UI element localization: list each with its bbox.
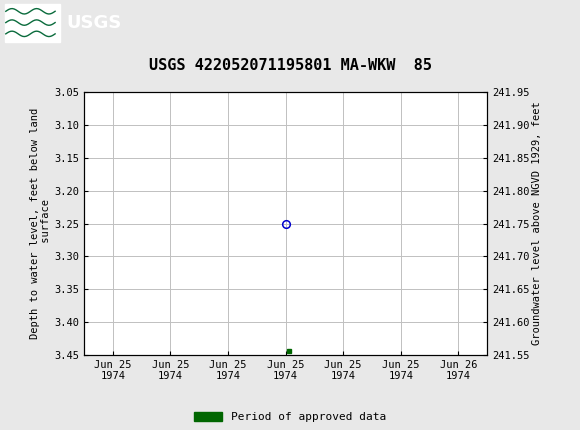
Legend: Period of approved data: Period of approved data <box>194 412 386 422</box>
Bar <box>5 3 60 42</box>
Y-axis label: Depth to water level, feet below land
 surface: Depth to water level, feet below land su… <box>30 108 52 339</box>
Y-axis label: Groundwater level above NGVD 1929, feet: Groundwater level above NGVD 1929, feet <box>532 102 542 345</box>
Text: USGS 422052071195801 MA-WKW  85: USGS 422052071195801 MA-WKW 85 <box>148 58 432 73</box>
Text: USGS: USGS <box>67 14 122 31</box>
